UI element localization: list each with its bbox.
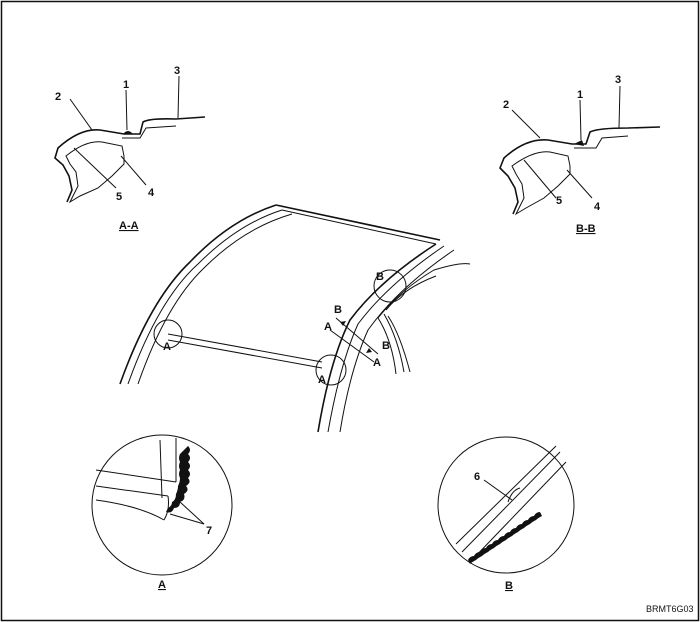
detail-b-sealer-bead [468, 512, 542, 564]
door-frame-front-3 [387, 315, 411, 373]
right-molding-line [339, 249, 455, 433]
mark-a-upper: A [324, 321, 332, 333]
leader-7b [169, 513, 205, 525]
roof-front-edge-inner [281, 209, 437, 245]
left-rail-outer [119, 204, 277, 385]
figure-code: BRMT6G03 [646, 604, 694, 614]
callout-bb-3: 3 [615, 74, 621, 86]
section-line-a [329, 329, 375, 363]
windshield-top-line [167, 333, 323, 363]
section-aa-outer-profile [54, 116, 206, 203]
mark-a-lower: A [373, 357, 381, 369]
leader-aa-5 [73, 147, 117, 189]
section-bb-inner-panel [574, 135, 629, 149]
leader-bb-2 [511, 109, 541, 139]
mark-b-lower: B [382, 340, 390, 352]
callout-6: 6 [474, 471, 480, 483]
detail-a-rail-1 [159, 439, 163, 499]
mark-b-upper: B [334, 304, 342, 316]
roof-perspective: A A B B A A B [119, 204, 471, 433]
detail-b-line-2 [461, 451, 561, 553]
detail-circle-a-right [315, 354, 347, 386]
left-molding-line [137, 213, 293, 385]
detail-b-line-3 [469, 461, 567, 563]
caption-bb: B-B [576, 223, 596, 235]
detail-a-circle [91, 434, 233, 576]
callout-aa-2: 2 [55, 91, 61, 103]
mark-a-left: A [163, 341, 171, 353]
leader-aa-1 [125, 89, 128, 131]
detail-b-line-1 [455, 445, 557, 545]
detail-a-bar-1 [95, 469, 177, 483]
detail-circle-a-left [153, 319, 183, 349]
section-bb-outer-profile [499, 126, 661, 215]
leader-bb-3 [618, 85, 621, 129]
mark-b-circle: B [376, 271, 384, 283]
door-frame-top [377, 263, 471, 319]
detail-a: 7 A [91, 434, 233, 591]
callout-bb-2: 2 [503, 99, 509, 111]
caption-aa: A-A [119, 220, 139, 232]
leader-aa-3 [177, 75, 180, 119]
callout-aa-4: 4 [148, 187, 155, 199]
door-frame-front-2 [383, 313, 405, 373]
callout-aa-1: 1 [123, 79, 129, 91]
section-bb-molding [511, 151, 571, 216]
callout-bb-5: 5 [556, 195, 562, 207]
detail-a-corner [163, 495, 169, 521]
caption-detail-a: A [158, 579, 166, 591]
detail-a-sealer-bead [166, 446, 190, 513]
leader-7a [179, 501, 205, 525]
callout-aa-5: 5 [116, 191, 122, 203]
detail-b-bend [507, 487, 521, 503]
detail-circle-b [373, 269, 407, 303]
section-aa-inner-panel [122, 125, 177, 139]
leader-bb-5 [523, 159, 557, 199]
section-bb-sealer [574, 140, 584, 146]
arrow-b-lower [366, 348, 372, 353]
roof-front-edge [275, 204, 441, 241]
detail-a-bar-2 [95, 485, 169, 497]
windshield-top-line-2 [167, 339, 323, 369]
door-frame-top-2 [385, 275, 437, 311]
leader-bb-1 [579, 99, 582, 141]
leader-aa-2 [69, 98, 93, 131]
leader-bb-4 [566, 169, 593, 199]
left-rail-inner [127, 209, 283, 385]
callout-bb-4: 4 [594, 201, 601, 213]
detail-b-circle [437, 436, 575, 574]
leader-6 [483, 479, 513, 501]
right-rail-outer [317, 243, 437, 433]
mark-a-right: A [318, 374, 326, 386]
detail-a-bar-3 [95, 499, 165, 521]
callout-aa-3: 3 [174, 65, 180, 77]
arrow-b-upper [340, 321, 346, 326]
detail-b: 6 B [437, 436, 575, 592]
section-aa-molding [65, 141, 125, 204]
callout-bb-1: 1 [577, 89, 583, 101]
section-aa-sealer [123, 131, 133, 134]
callout-7: 7 [206, 525, 212, 537]
leader-aa-4 [120, 155, 147, 186]
caption-detail-b: B [505, 580, 513, 592]
door-frame-front [377, 317, 397, 375]
right-rail-inner [327, 245, 445, 433]
section-bb: 1 2 3 4 5 B-B [499, 74, 661, 235]
section-aa: 1 2 3 4 5 A-A [54, 65, 206, 232]
